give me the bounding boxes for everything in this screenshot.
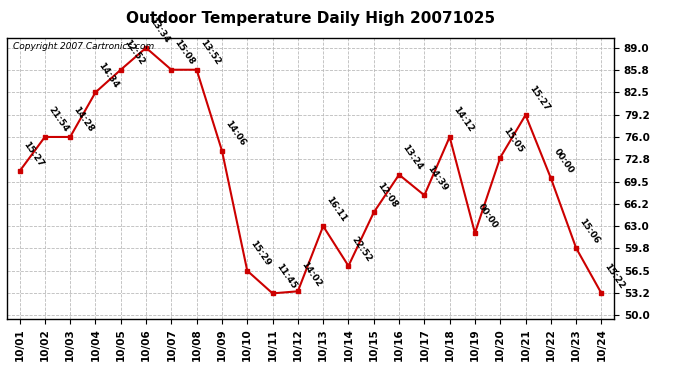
Text: 15:27: 15:27 <box>527 84 551 112</box>
Text: 12:08: 12:08 <box>375 181 399 210</box>
Text: 13:34: 13:34 <box>148 16 171 45</box>
Text: Outdoor Temperature Daily High 20071025: Outdoor Temperature Daily High 20071025 <box>126 11 495 26</box>
Text: 13:24: 13:24 <box>400 143 424 172</box>
Text: Copyright 2007 Cartronics.com: Copyright 2007 Cartronics.com <box>13 42 155 51</box>
Text: 16:11: 16:11 <box>324 195 348 224</box>
Text: 15:29: 15:29 <box>248 239 273 268</box>
Text: 15:06: 15:06 <box>578 217 601 245</box>
Text: 13:52: 13:52 <box>198 38 221 67</box>
Text: 14:34: 14:34 <box>97 61 121 90</box>
Text: 15:22: 15:22 <box>603 262 627 291</box>
Text: 15:05: 15:05 <box>502 126 525 155</box>
Text: 15:27: 15:27 <box>21 140 45 168</box>
Text: 14:28: 14:28 <box>72 105 95 134</box>
Text: 15:08: 15:08 <box>172 39 197 67</box>
Text: 14:02: 14:02 <box>299 260 323 288</box>
Text: 14:12: 14:12 <box>451 105 475 134</box>
Text: 00:00: 00:00 <box>552 147 575 176</box>
Text: 12:52: 12:52 <box>122 38 146 67</box>
Text: 11:45: 11:45 <box>274 262 298 291</box>
Text: 00:00: 00:00 <box>476 202 500 230</box>
Text: 14:06: 14:06 <box>224 119 247 148</box>
Text: 21:54: 21:54 <box>46 105 70 134</box>
Text: 22:52: 22:52 <box>350 234 373 263</box>
Text: 14:39: 14:39 <box>426 164 450 192</box>
